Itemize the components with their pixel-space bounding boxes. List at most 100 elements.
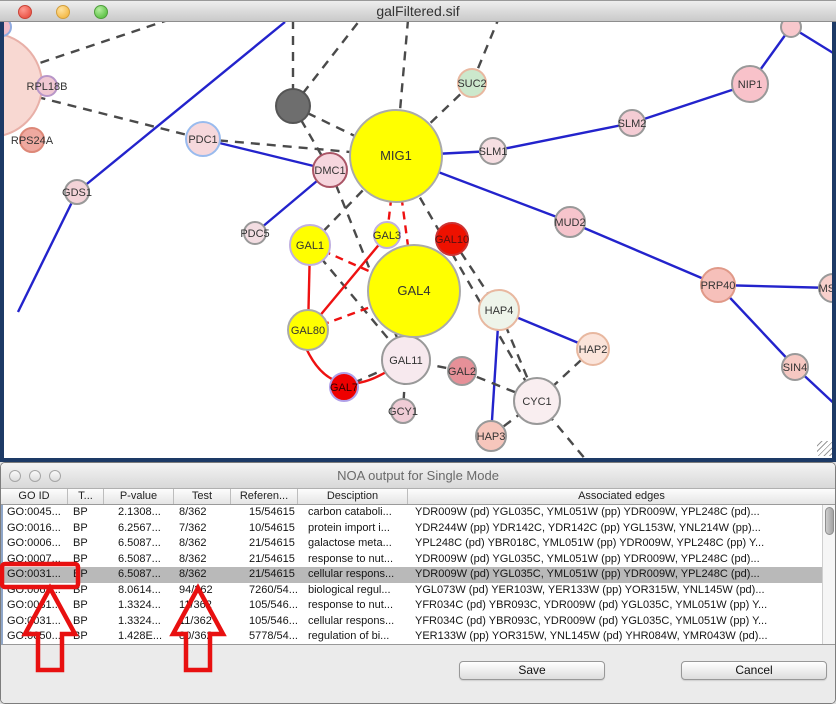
noa-window-titlebar[interactable]: NOA output for Single Mode — [1, 463, 835, 489]
window-frame-bottom — [0, 458, 836, 462]
table-cell: YDR244W (pp) YDR142C, YDR142C (pp) YGL15… — [415, 521, 761, 534]
GAL7-node[interactable] — [329, 372, 359, 402]
HAP3-node[interactable] — [475, 420, 507, 452]
table-cell: cellular respons... — [308, 568, 395, 580]
SLM1-node[interactable] — [479, 137, 507, 165]
column-header-2[interactable]: T... — [68, 489, 104, 504]
MSL1-node-label: MSL1 — [819, 283, 836, 295]
resize-grip[interactable] — [817, 441, 832, 456]
PDC1-node-label: PDC1 — [188, 134, 217, 146]
MIG1-node-label: MIG1 — [380, 148, 412, 163]
gray-node-node[interactable] — [275, 88, 311, 124]
table-cell: 1.428E... — [118, 630, 163, 642]
RPL18B-node[interactable] — [36, 75, 58, 97]
network-canvas[interactable]: RPL18B RPS24A PDC1 GDS1 MIG1 DMC1 PDC5 SUC2 NIP1… — [0, 22, 836, 458]
column-header-1[interactable]: GO ID — [1, 489, 68, 504]
HAP4-node-label: HAP4 — [485, 305, 514, 317]
table-cell: 11/362 — [179, 614, 212, 627]
table-row-3[interactable]: GO:0006... BP 6.5087... 8/362 21/54615 galact… — [3, 536, 835, 552]
save-button[interactable]: Save — [459, 661, 605, 680]
minimize-button[interactable] — [56, 5, 70, 19]
column-header-5[interactable]: Referen... — [231, 489, 298, 504]
GCY1-node[interactable] — [390, 398, 416, 424]
table-row-1[interactable]: GO:0045... BP 2.1308... 8/362 15/54615 carbon… — [3, 505, 835, 521]
edge-dash — [0, 22, 166, 78]
GDS1-node[interactable] — [64, 179, 90, 205]
SLM2-node[interactable] — [618, 109, 646, 137]
table-cell: BP — [73, 583, 88, 596]
SIN4-node[interactable] — [781, 353, 809, 381]
zoom-button-inactive[interactable] — [49, 470, 61, 482]
column-header-6[interactable]: Desciption — [298, 489, 408, 504]
window-frame-left — [0, 22, 4, 462]
table-row-5-selected[interactable]: GO:0031... BP 6.5087... 8/362 21/54615 cellul… — [3, 567, 835, 583]
column-header-7[interactable]: Associated edges — [578, 490, 665, 502]
table-cell: 6.2567... — [118, 521, 161, 534]
table-header: GO ID T... P-value Test Referen... Desciption… — [1, 489, 835, 505]
SUC2-node[interactable] — [457, 68, 487, 98]
table-row-7[interactable]: GO:0031... BP 1.3324... 11/362 105/546... res… — [3, 598, 835, 614]
edge-dash — [292, 104, 397, 158]
table-cell: BP — [73, 506, 88, 518]
window-frame-right — [832, 22, 836, 462]
SIN4-node-label: SIN4 — [783, 362, 807, 374]
network-window-title: galFiltered.sif — [376, 3, 460, 19]
GAL2-node[interactable] — [447, 356, 477, 386]
DMC1-node[interactable] — [312, 152, 348, 188]
table-cell: BP — [73, 614, 88, 627]
corner-tr-node-node[interactable] — [780, 22, 802, 38]
table-row-2[interactable]: GO:0016... BP 6.2567... 7/362 10/54615 protei… — [3, 521, 835, 537]
table-row-4[interactable]: GO:0007... BP 6.5087... 8/362 21/54615 respon… — [3, 552, 835, 568]
SUC2-node-label: SUC2 — [457, 78, 486, 90]
table-cell: YFR034C (pd) YBR093C, YDR009W (pd) YGL03… — [415, 599, 768, 611]
GAL1-node[interactable] — [289, 224, 331, 266]
table-cell: carbon cataboli... — [308, 506, 392, 518]
PDC5-node-label: PDC5 — [240, 228, 269, 240]
GAL3-node[interactable] — [373, 221, 401, 249]
GAL4-node[interactable] — [367, 244, 461, 338]
edge-pp — [717, 284, 796, 368]
table-row-6[interactable]: GO:0065... BP 8.0614... 94/362 7260/54... bio… — [3, 583, 835, 599]
scrollbar-thumb[interactable] — [825, 507, 834, 535]
network-window-titlebar[interactable]: galFiltered.sif — [0, 0, 836, 22]
PDC5-node[interactable] — [243, 221, 267, 245]
table-cell: 1.3324... — [118, 614, 161, 627]
vertical-scrollbar[interactable] — [822, 505, 835, 644]
HAP4-node[interactable] — [478, 289, 520, 331]
GAL80-node-label: GAL80 — [291, 325, 325, 337]
HAP2-node[interactable] — [576, 332, 610, 366]
RPS24A-node[interactable] — [19, 127, 45, 153]
minimize-button-inactive[interactable] — [29, 470, 41, 482]
CYC1-node-label: CYC1 — [522, 396, 551, 408]
edge-dash — [291, 105, 332, 171]
close-button-inactive[interactable] — [9, 470, 21, 482]
column-header-3[interactable]: P-value — [104, 489, 174, 504]
column-header-4[interactable]: Test — [174, 489, 231, 504]
PRP40-node[interactable] — [700, 267, 736, 303]
table-cell: 21/54615 — [249, 537, 295, 549]
CYC1-node[interactable] — [513, 377, 561, 425]
table-cell: 8.0614... — [118, 583, 161, 596]
MUD2-node[interactable] — [554, 206, 586, 238]
table-row-8[interactable]: GO:0031... BP 1.3324... 11/362 105/546... cel… — [3, 614, 835, 630]
GAL10-node[interactable] — [435, 222, 469, 256]
table-row-9[interactable]: GO:0050... BP 1.428E... 80/362 5778/54... reg… — [3, 629, 835, 645]
button-panel: Save Cancel — [1, 645, 835, 703]
table-cell: 8/362 — [179, 537, 207, 549]
table-cell: 94/362 — [179, 583, 213, 596]
edge-pp — [16, 191, 79, 313]
PDC1-node[interactable] — [185, 121, 221, 157]
MIG1-node[interactable] — [349, 109, 443, 203]
edge-dash — [536, 400, 586, 458]
GAL80-node[interactable] — [287, 309, 329, 351]
table-cell: GO:0031... — [7, 599, 61, 611]
close-button[interactable] — [18, 5, 32, 19]
PRP40-node-label: PRP40 — [701, 280, 736, 292]
table-cell: YDR009W (pd) YGL035C, YML051W (pp) YDR00… — [415, 568, 760, 580]
table-cell: 8/362 — [179, 506, 207, 518]
SLM1-node-label: SLM1 — [479, 146, 508, 158]
table-cell: cellular respons... — [308, 614, 395, 627]
zoom-button[interactable] — [94, 5, 108, 19]
NIP1-node[interactable] — [731, 65, 769, 103]
cancel-button[interactable]: Cancel — [681, 661, 827, 680]
